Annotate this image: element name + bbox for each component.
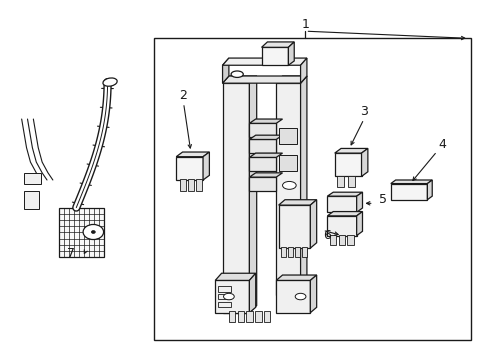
Polygon shape [249, 153, 282, 157]
Polygon shape [334, 153, 361, 176]
Bar [336, 176, 344, 187]
Polygon shape [176, 157, 203, 180]
Bar [228, 311, 235, 321]
Ellipse shape [295, 293, 305, 300]
Polygon shape [276, 83, 300, 295]
Polygon shape [278, 200, 316, 205]
Text: 5: 5 [379, 193, 386, 206]
Polygon shape [356, 192, 362, 212]
Polygon shape [249, 119, 282, 123]
Ellipse shape [282, 181, 296, 189]
Polygon shape [249, 273, 255, 313]
Polygon shape [222, 58, 306, 65]
Polygon shape [249, 157, 276, 171]
Polygon shape [427, 180, 431, 200]
Ellipse shape [83, 225, 103, 239]
Polygon shape [249, 139, 276, 153]
Polygon shape [288, 42, 294, 65]
Polygon shape [327, 196, 356, 212]
Ellipse shape [103, 78, 117, 86]
Text: 2: 2 [179, 89, 187, 102]
Bar [195, 179, 201, 192]
Polygon shape [176, 152, 209, 157]
Polygon shape [215, 273, 255, 280]
Polygon shape [203, 152, 209, 180]
Ellipse shape [91, 230, 95, 233]
Polygon shape [278, 205, 310, 248]
Polygon shape [310, 275, 316, 313]
Bar [294, 247, 300, 257]
Polygon shape [361, 148, 367, 176]
Bar [278, 128, 297, 144]
Ellipse shape [223, 293, 234, 300]
Polygon shape [222, 76, 306, 83]
Text: 3: 3 [359, 105, 367, 118]
Text: 4: 4 [437, 138, 445, 150]
Bar [59, 208, 104, 257]
Polygon shape [327, 212, 362, 216]
Text: 7: 7 [67, 247, 75, 260]
Bar [187, 179, 193, 192]
Bar [338, 235, 344, 245]
Polygon shape [300, 58, 306, 83]
Polygon shape [327, 192, 362, 196]
Polygon shape [390, 180, 431, 184]
Bar [278, 155, 297, 171]
Polygon shape [276, 76, 306, 83]
Polygon shape [261, 42, 294, 47]
Bar [217, 286, 231, 292]
Polygon shape [310, 200, 316, 248]
Bar [281, 247, 286, 257]
Polygon shape [222, 83, 249, 313]
Polygon shape [249, 123, 276, 137]
Polygon shape [334, 148, 367, 153]
Polygon shape [356, 212, 362, 235]
Bar [346, 235, 353, 245]
Bar [180, 179, 185, 192]
Text: 1: 1 [301, 18, 309, 31]
Polygon shape [327, 216, 356, 235]
Polygon shape [300, 76, 306, 295]
Polygon shape [249, 173, 282, 177]
Bar [154, 39, 470, 339]
Bar [255, 311, 261, 321]
Bar [217, 294, 231, 300]
Bar [246, 311, 252, 321]
Bar [287, 247, 293, 257]
Polygon shape [215, 280, 249, 313]
Polygon shape [249, 177, 276, 191]
Bar [217, 302, 231, 307]
Bar [347, 176, 354, 187]
Polygon shape [24, 173, 41, 184]
Polygon shape [261, 47, 288, 65]
Polygon shape [222, 76, 256, 83]
Polygon shape [222, 58, 228, 83]
Polygon shape [390, 184, 427, 200]
Polygon shape [276, 275, 316, 280]
Polygon shape [24, 191, 39, 209]
Polygon shape [249, 135, 282, 139]
Text: 6: 6 [323, 229, 331, 242]
Polygon shape [249, 76, 256, 313]
Bar [264, 311, 270, 321]
Bar [301, 247, 306, 257]
Bar [329, 235, 335, 245]
Bar [237, 311, 244, 321]
Polygon shape [276, 280, 310, 313]
Ellipse shape [231, 71, 243, 77]
